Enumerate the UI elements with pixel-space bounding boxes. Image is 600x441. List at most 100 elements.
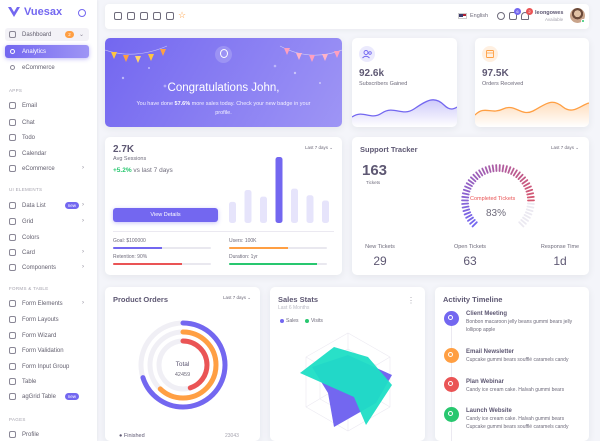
gauge-tick	[524, 185, 532, 190]
new-tickets-value: 29	[373, 254, 387, 268]
layout-icon	[9, 218, 16, 225]
sidebar-item-form-input-group[interactable]: Form Input Group	[5, 360, 89, 373]
sidebar-item-aggrid-table[interactable]: agGrid Table new	[5, 390, 89, 403]
range-dropdown[interactable]: Last 7 days ⌄	[305, 145, 334, 150]
response-time-label: Response Time	[540, 244, 580, 250]
sidebar-item-form-elements[interactable]: Form Elements ›	[5, 297, 89, 310]
gauge-tick	[512, 169, 518, 177]
session-bar	[244, 190, 252, 223]
view-details-button[interactable]: View Details	[113, 208, 218, 222]
brand[interactable]: Vuesax	[8, 6, 62, 18]
sidebar-item-form-validation[interactable]: Form Validation	[5, 344, 89, 357]
language-selector[interactable]: English	[470, 13, 489, 19]
sidebar-item-table[interactable]: Table	[5, 375, 89, 388]
sales-stats-subtitle: Last 6 Months	[278, 305, 310, 311]
subscribers-value: 92.6k	[359, 68, 385, 79]
gauge-tick	[525, 188, 534, 193]
sidebar-item-label: Form Validation	[22, 347, 64, 354]
congratulations-card: Congratulations John, You have done 57.6…	[105, 38, 342, 127]
grid-icon	[9, 393, 16, 400]
sidebar: Vuesax Dashboard 2 ⌄ Analytics eCommerce…	[0, 0, 97, 441]
divider	[113, 231, 334, 232]
range-dropdown[interactable]: Last 7 days ⌄	[223, 295, 252, 300]
event-text: Candy ice cream cake. Halvah gummi bears	[466, 387, 565, 393]
email-shortcut-icon[interactable]	[140, 12, 148, 20]
gauge-tick	[481, 167, 486, 175]
sidebar-item-todo[interactable]: Todo	[5, 131, 89, 144]
more-options-icon[interactable]: ⋮	[407, 296, 415, 305]
range-dropdown[interactable]: Last 7 days ⌄	[551, 145, 580, 150]
sidebar-item-label: Profile	[22, 431, 40, 438]
tickets-label: Tickets	[366, 180, 381, 185]
bell-icon[interactable]	[521, 12, 529, 20]
gauge-tick	[471, 221, 478, 228]
archive-icon	[9, 264, 16, 271]
gauge-tick	[526, 205, 535, 209]
search-icon[interactable]	[497, 12, 505, 20]
open-tickets-value: 63	[463, 254, 477, 268]
gauge-tick	[518, 221, 525, 228]
subscribers-label: Subscribers Gained	[359, 81, 408, 87]
gauge-tick	[519, 176, 526, 183]
event-title: Email Newsletter	[466, 349, 515, 355]
home-icon	[9, 31, 16, 38]
duration-progress	[229, 263, 327, 265]
sidebar-item-colors[interactable]: Colors	[5, 231, 89, 244]
users-icon	[359, 46, 375, 62]
sidebar-item-form-wizard[interactable]: Form Wizard	[5, 329, 89, 342]
support-tracker-card: Support Tracker Last 7 days ⌄ 163 Ticket…	[352, 137, 589, 275]
us-flag-icon[interactable]	[458, 13, 467, 19]
package-icon	[482, 46, 498, 62]
avg-sessions-delta: +5.2% vs last 7 days	[113, 167, 173, 174]
gauge-tick	[525, 208, 534, 212]
gauge-tick	[491, 164, 495, 173]
sidebar-item-data-list[interactable]: Data List new ›	[5, 199, 89, 212]
star-icon[interactable]: ☆	[178, 10, 187, 20]
sidebar-item-components[interactable]: Components ›	[5, 261, 89, 274]
box-icon	[9, 316, 16, 323]
cart-icon[interactable]	[509, 12, 517, 20]
chevron-right-icon: ›	[82, 249, 84, 255]
sales-stats-card: Sales Stats ⋮ Last 6 Months Sales Visits	[270, 287, 425, 441]
sidebar-item-profile[interactable]: Profile	[5, 428, 89, 441]
gauge-tick	[463, 211, 472, 216]
online-status-dot	[581, 19, 585, 23]
gauge-tick	[523, 214, 531, 219]
section-header-pages: PAGES	[9, 417, 26, 422]
sidebar-item-calendar[interactable]: Calendar	[5, 147, 89, 160]
calendar-shortcut-icon[interactable]	[153, 12, 161, 20]
gauge-tick	[523, 182, 531, 188]
gauge-tick	[521, 179, 529, 185]
todo-shortcut-icon[interactable]	[114, 12, 122, 20]
sidebar-item-email[interactable]: Email	[5, 99, 89, 112]
event-title: Launch Website	[466, 408, 512, 414]
pin-sidebar-icon[interactable]	[78, 9, 86, 17]
user-name[interactable]: leongowes	[535, 10, 564, 16]
sidebar-item-grid[interactable]: Grid ›	[5, 215, 89, 228]
cart-shortcut-icon[interactable]	[166, 12, 174, 20]
chat-shortcut-icon[interactable]	[127, 12, 135, 20]
gauge-tick	[517, 173, 524, 180]
sidebar-item-analytics[interactable]: Analytics	[5, 45, 89, 58]
user-status: Available	[545, 17, 564, 22]
product-orders-radial-chart	[138, 320, 228, 410]
section-header-forms-table: FORMS & TABLE	[9, 286, 49, 291]
sidebar-item-label: Card	[22, 249, 36, 256]
goal-label: Goal: $100000	[113, 238, 146, 244]
sidebar-item-label: Form Layouts	[22, 316, 59, 323]
finished-label: ● Finished	[119, 433, 145, 439]
sidebar-item-dashboard[interactable]: Dashboard 2 ⌄	[5, 28, 89, 41]
gauge-tick	[526, 192, 535, 196]
package-icon	[9, 332, 16, 339]
sidebar-item-card[interactable]: Card ›	[5, 246, 89, 259]
duration-label: Duration: 1yr	[229, 254, 258, 260]
session-bar	[229, 201, 236, 223]
completed-tickets-value: 83%	[486, 208, 507, 219]
calendar-icon	[9, 150, 16, 157]
sidebar-item-chat[interactable]: Chat	[5, 116, 89, 129]
sidebar-item-ecommerce[interactable]: eCommerce ›	[5, 162, 89, 175]
chevron-right-icon: ›	[82, 300, 84, 306]
sidebar-item-form-layouts[interactable]: Form Layouts	[5, 313, 89, 326]
gauge-tick	[461, 192, 470, 196]
sidebar-item-ecommerce-dashboard[interactable]: eCommerce	[5, 61, 89, 74]
